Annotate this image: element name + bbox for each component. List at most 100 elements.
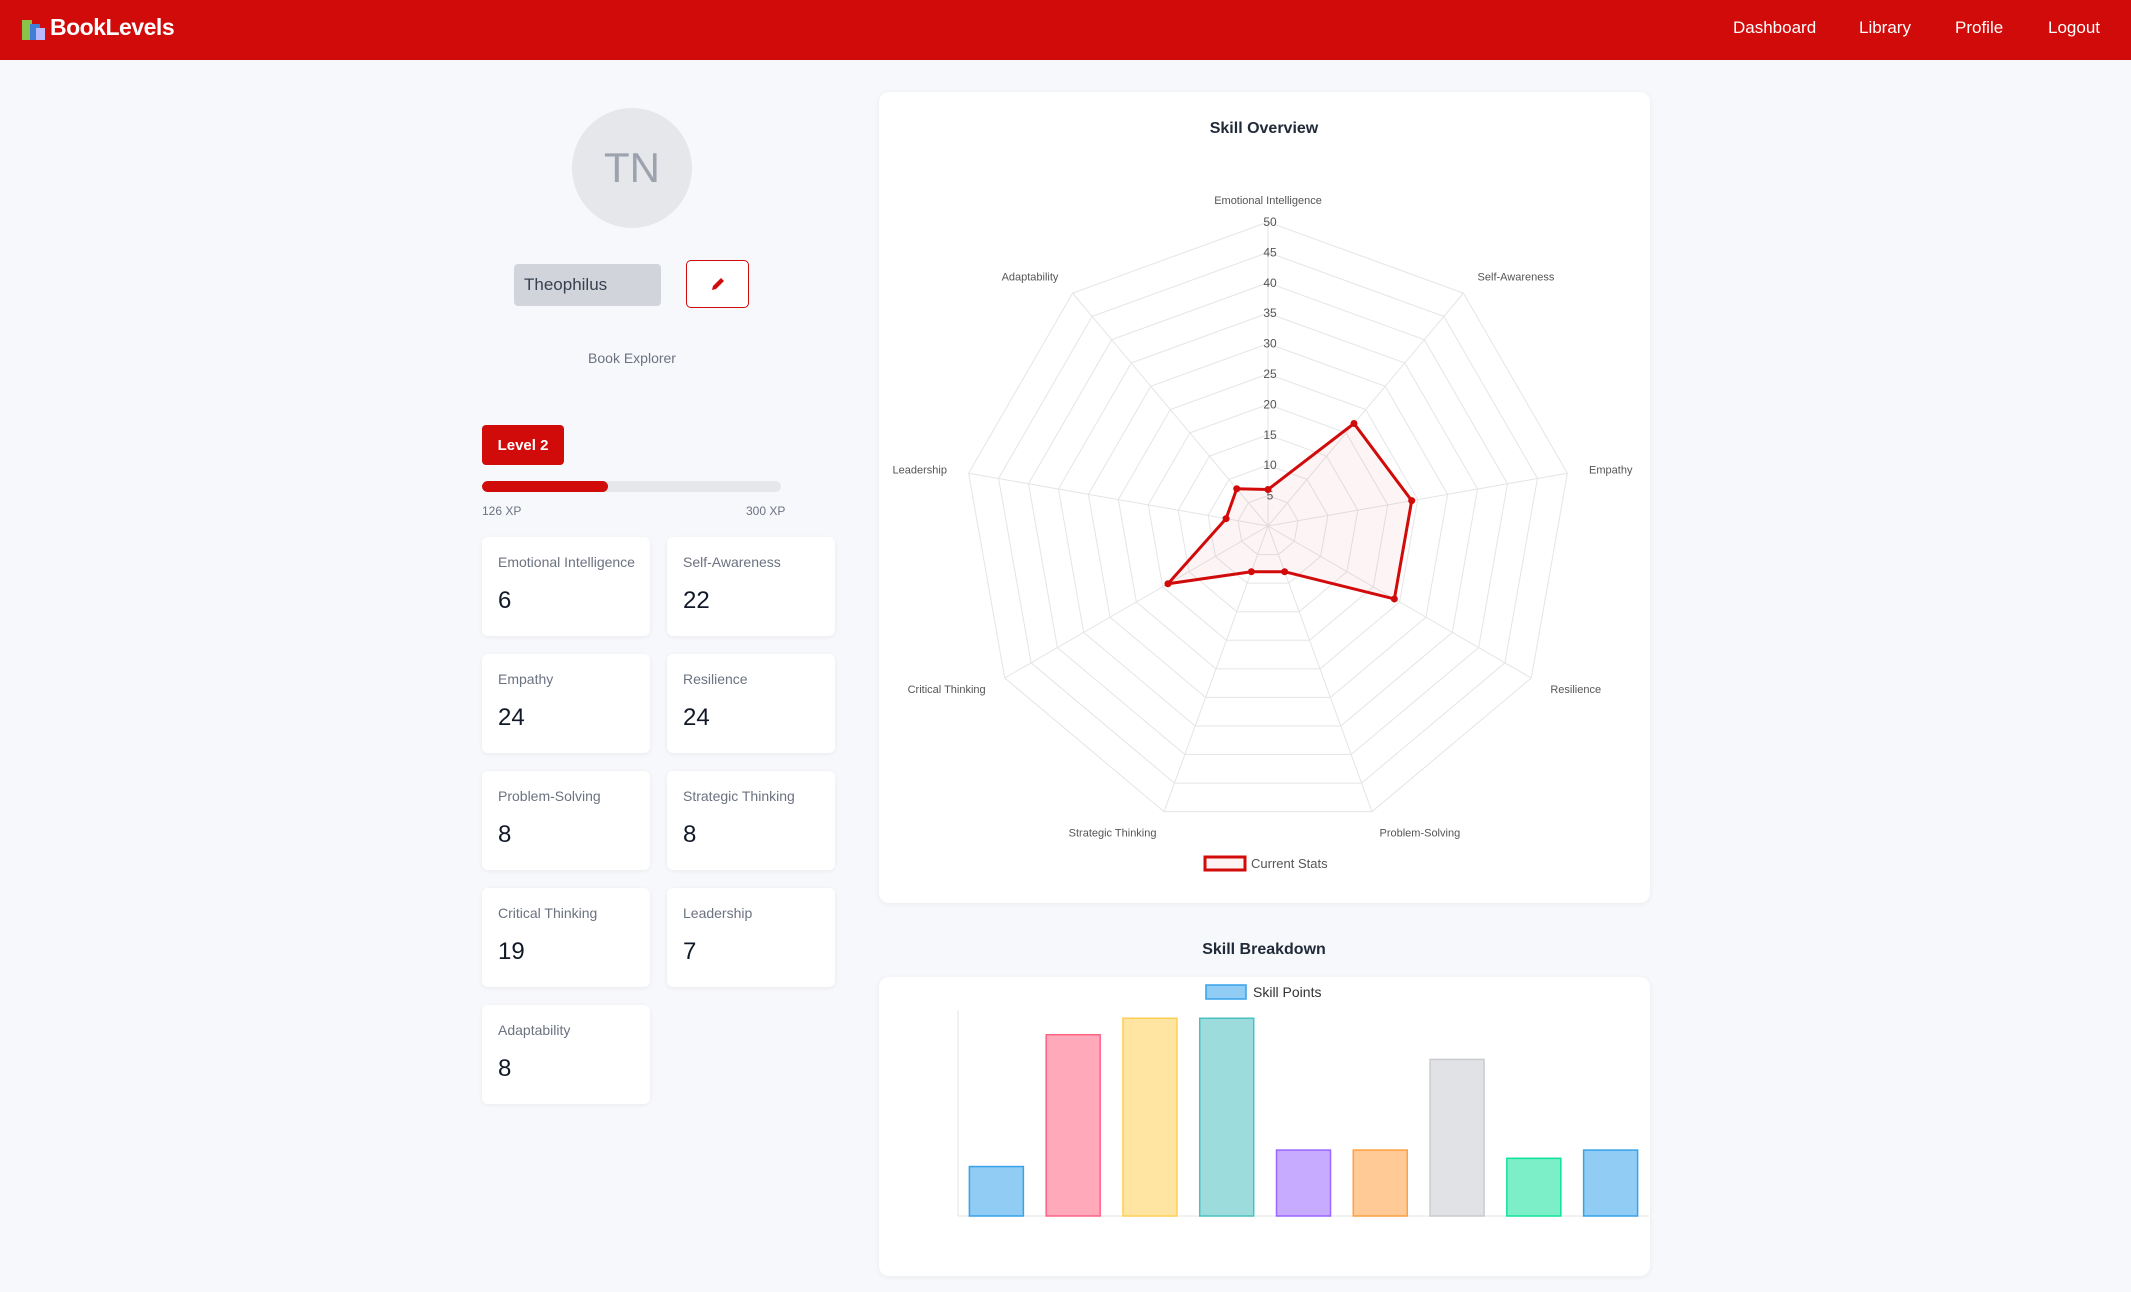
nav-link[interactable]: Library bbox=[1859, 18, 1911, 37]
radar-panel bbox=[879, 92, 1650, 903]
bar-panel bbox=[879, 977, 1650, 1276]
grid-ring bbox=[1177, 434, 1359, 613]
stat-value: 6 bbox=[498, 587, 512, 614]
spoke bbox=[1267, 525, 1532, 679]
xp-max-label: 300 XP bbox=[746, 504, 786, 518]
stat-card: Adaptability 8 bbox=[482, 1005, 650, 1104]
radar-point bbox=[1390, 595, 1398, 603]
legend-swatch bbox=[1203, 855, 1247, 872]
avatar: TN bbox=[572, 108, 692, 228]
bar bbox=[1122, 1017, 1178, 1217]
r-tick-label: 50 bbox=[1263, 215, 1277, 229]
grid-ring bbox=[1147, 403, 1389, 641]
bar bbox=[1506, 1157, 1562, 1217]
radar-point bbox=[1350, 420, 1358, 428]
axis-label: Adaptability bbox=[1002, 271, 1059, 283]
xp-fill bbox=[482, 481, 608, 492]
spoke bbox=[1004, 525, 1269, 679]
grid-ring bbox=[1207, 464, 1329, 584]
r-tick-label: 10 bbox=[1263, 458, 1277, 472]
r-tick-label: 40 bbox=[1263, 276, 1277, 290]
stat-label: Resilience bbox=[683, 671, 748, 687]
grid-ring bbox=[1087, 343, 1449, 698]
stat-label: Adaptability bbox=[498, 1022, 571, 1038]
r-tick-label: 20 bbox=[1263, 397, 1277, 411]
stat-label: Self-Awareness bbox=[683, 554, 781, 570]
axis-label: Leadership bbox=[893, 464, 947, 476]
legend-label: Skill Points bbox=[1253, 984, 1321, 1000]
r-tick-label: 35 bbox=[1263, 306, 1277, 320]
r-tick-label: 30 bbox=[1263, 337, 1277, 351]
radar-point bbox=[1281, 568, 1289, 576]
edit-button[interactable] bbox=[686, 260, 749, 308]
level-badge: Level 2 bbox=[482, 425, 564, 465]
stat-value: 24 bbox=[498, 704, 525, 731]
bar bbox=[1352, 1149, 1409, 1217]
stat-card: Critical Thinking 19 bbox=[482, 888, 650, 987]
grid-ring bbox=[1057, 312, 1479, 727]
role: Book Explorer bbox=[588, 350, 676, 366]
bar bbox=[968, 1165, 1025, 1217]
stat-value: 8 bbox=[683, 821, 697, 848]
radar-point bbox=[1408, 497, 1416, 505]
axis-label: Self-Awareness bbox=[1478, 271, 1555, 283]
bar bbox=[1275, 1149, 1332, 1217]
pencil-icon bbox=[711, 278, 724, 290]
grid-ring bbox=[1117, 373, 1419, 670]
grid-ring bbox=[1237, 495, 1299, 556]
stat-value: 19 bbox=[498, 938, 525, 965]
stat-label: Problem-Solving bbox=[498, 788, 601, 804]
grid-ring bbox=[998, 251, 1538, 784]
stat-value: 24 bbox=[683, 704, 710, 731]
r-tick-label: 25 bbox=[1263, 367, 1277, 381]
spoke bbox=[968, 472, 1269, 527]
radar-area bbox=[1164, 421, 1414, 601]
stat-label: Strategic Thinking bbox=[683, 788, 795, 804]
spoke bbox=[1267, 292, 1464, 527]
spoke bbox=[1267, 472, 1568, 527]
stat-label: Leadership bbox=[683, 905, 753, 921]
grid-ring bbox=[1027, 282, 1509, 756]
nav-link[interactable]: Profile bbox=[1955, 18, 2004, 37]
stat-value: 22 bbox=[683, 587, 710, 614]
stat-value: 7 bbox=[683, 938, 697, 965]
legend-swatch bbox=[1205, 984, 1247, 1000]
brand[interactable]: BookLevels bbox=[50, 14, 175, 40]
bar bbox=[1045, 1033, 1101, 1217]
stat-value: 8 bbox=[498, 821, 512, 848]
stat-card: Resilience 24 bbox=[667, 654, 835, 753]
bar bbox=[1582, 1149, 1639, 1217]
xp-bar bbox=[482, 481, 781, 492]
axis-label: Problem-Solving bbox=[1379, 827, 1460, 839]
bar bbox=[1429, 1058, 1485, 1217]
stat-card: Leadership 7 bbox=[667, 888, 835, 987]
nav-link[interactable]: Dashboard bbox=[1733, 18, 1817, 37]
legend-label: Current Stats bbox=[1251, 856, 1328, 871]
stat-label: Critical Thinking bbox=[498, 905, 598, 921]
stat-card: Emotional Intelligence 6 bbox=[482, 537, 650, 636]
r-tick-label: 5 bbox=[1267, 489, 1274, 503]
r-tick-label: 15 bbox=[1263, 428, 1277, 442]
axis-label: Critical Thinking bbox=[908, 684, 986, 696]
bar bbox=[1198, 1017, 1255, 1217]
stat-card: Self-Awareness 22 bbox=[667, 537, 835, 636]
axis-label: Strategic Thinking bbox=[1069, 827, 1157, 839]
stat-label: Emotional Intelligence bbox=[498, 554, 635, 570]
r-tick-label: 45 bbox=[1263, 245, 1277, 259]
xp-label: 126 XP bbox=[482, 504, 522, 518]
nav-link[interactable]: Logout bbox=[2048, 18, 2100, 37]
name-input[interactable]: Theophilus bbox=[514, 264, 661, 306]
axis-label: Resilience bbox=[1550, 684, 1601, 696]
chart-title: Skill Overview bbox=[1210, 120, 1319, 137]
radar-point bbox=[1164, 580, 1172, 588]
navbar: BookLevels Dashboard Library Profile Log… bbox=[0, 0, 2131, 60]
stat-label: Empathy bbox=[498, 671, 554, 687]
radar-point bbox=[1247, 568, 1255, 576]
grid-ring bbox=[968, 221, 1568, 813]
chart-title: Skill Breakdown bbox=[1202, 941, 1326, 958]
axis-label: Emotional Intelligence bbox=[1214, 195, 1322, 207]
stat-card: Strategic Thinking 8 bbox=[667, 771, 835, 870]
radar-point bbox=[1264, 486, 1272, 494]
